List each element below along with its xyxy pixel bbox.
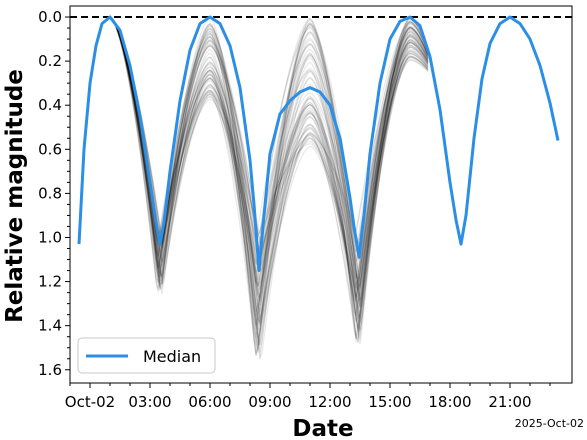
ensemble-curve <box>109 16 429 300</box>
ensemble-curve <box>109 16 429 320</box>
ensemble-curve <box>109 16 429 302</box>
ensemble-curve <box>109 16 429 299</box>
ensemble-curve <box>109 16 429 245</box>
ensemble-curve <box>109 16 429 289</box>
ensemble-curve <box>109 16 429 280</box>
y-tick-label: 1.2 <box>38 273 62 291</box>
ensemble-curve <box>109 16 429 359</box>
ensemble-curve <box>109 16 429 289</box>
x-tick-label: 15:00 <box>368 393 411 411</box>
x-tick-label: Oct-02 <box>65 393 115 411</box>
ensemble-curve <box>109 16 429 331</box>
x-tick-label: 09:00 <box>248 393 291 411</box>
y-tick-label: 0.6 <box>38 140 62 158</box>
y-tick-label: 0.0 <box>38 8 62 26</box>
ensemble-curve <box>109 16 429 360</box>
y-tick-label: 1.0 <box>38 228 62 246</box>
ensemble-curve <box>109 16 429 323</box>
ensemble-curve <box>109 16 429 292</box>
ensemble-curve <box>109 16 429 316</box>
ensemble-curve <box>109 16 429 353</box>
x-tick-label: 18:00 <box>428 393 471 411</box>
ensemble-curve <box>109 16 429 344</box>
ensemble-curve <box>109 16 429 357</box>
legend-median-label: Median <box>143 347 201 366</box>
ensemble-curve <box>109 16 429 326</box>
y-tick-label: 0.2 <box>38 52 62 70</box>
x-tick-label: 06:00 <box>188 393 231 411</box>
ensemble-curves <box>109 16 429 360</box>
ensemble-curve <box>109 16 429 319</box>
ensemble-curve <box>109 16 429 346</box>
ensemble-curve <box>109 16 429 322</box>
ensemble-curve <box>109 16 429 330</box>
x-tick-label: 21:00 <box>488 393 531 411</box>
ticks-group: Oct-02 03:00 06:00 09:00 12:00 15:00 18:00 21:0… <box>38 8 551 411</box>
y-tick-label: 0.4 <box>38 96 62 114</box>
ensemble-curve <box>109 16 429 343</box>
ensemble-curve <box>109 16 429 344</box>
ensemble-curve <box>109 16 429 337</box>
x-tick-label: 03:00 <box>128 393 171 411</box>
ensemble-curve <box>109 16 429 353</box>
ensemble-curve <box>109 16 429 331</box>
ensemble-curve <box>109 16 429 303</box>
ensemble-curve <box>109 16 429 300</box>
ensemble-curve <box>109 16 429 322</box>
x-axis-title: Date <box>292 416 353 440</box>
ensemble-curve <box>109 16 429 354</box>
ensemble-curve <box>109 16 429 310</box>
ensemble-curve <box>109 16 429 303</box>
ensemble-curve <box>109 16 429 327</box>
ensemble-curve <box>109 16 429 326</box>
ensemble-curve <box>109 16 429 308</box>
ensemble-curve <box>109 16 429 339</box>
y-tick-label: 0.8 <box>38 184 62 202</box>
ensemble-curve <box>109 16 429 270</box>
y-axis-title: Relative magnitude <box>2 69 28 323</box>
ensemble-curve <box>109 16 429 334</box>
legend-box <box>77 337 216 374</box>
ensemble-curve <box>109 16 429 277</box>
ensemble-curve <box>109 16 429 355</box>
ensemble-curve <box>109 16 429 356</box>
ensemble-curve <box>109 16 429 336</box>
median-series-group <box>77 15 560 273</box>
median-line <box>77 15 560 273</box>
x-tick-label: 12:00 <box>308 393 351 411</box>
x-offset-label: 2025-Oct-02 <box>515 417 584 430</box>
ensemble-curve <box>109 16 429 285</box>
ensemble-curve <box>109 16 429 345</box>
ensemble-curve <box>109 16 429 340</box>
ensemble-curve <box>109 16 429 316</box>
legend: Median <box>77 337 216 374</box>
ensemble-curve <box>109 16 429 348</box>
ensemble-curve <box>109 16 429 332</box>
ensemble-curve <box>109 16 429 346</box>
y-tick-label: 1.6 <box>38 361 62 379</box>
ensemble-curve <box>109 16 429 316</box>
ensemble-curve <box>109 16 429 338</box>
plot-frame <box>69 5 573 384</box>
ensemble-curve <box>109 16 429 339</box>
axes-group <box>69 5 573 384</box>
y-tick-label: 1.4 <box>38 317 62 335</box>
